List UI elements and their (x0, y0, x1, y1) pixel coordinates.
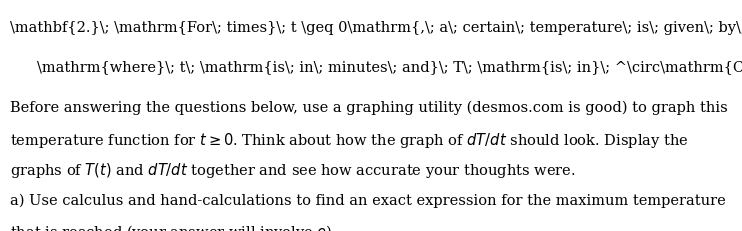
Text: Before answering the questions below, use a graphing utility (desmos.com is good: Before answering the questions below, us… (10, 100, 727, 115)
Text: a) Use calculus and hand-calculations to find an exact expression for the maximu: a) Use calculus and hand-calculations to… (10, 193, 726, 207)
Text: graphs of $T(t)$ and $dT/dt$ together and see how accurate your thoughts were.: graphs of $T(t)$ and $dT/dt$ together an… (10, 161, 576, 179)
Text: \mathbf{2.}\; \mathrm{For\; times}\; t \geq 0\mathrm{,\; a\; certain\; temperatu: \mathbf{2.}\; \mathrm{For\; times}\; t \… (10, 21, 742, 35)
Text: temperature function for $t \geq 0$. Think about how the graph of $dT/dt$ should: temperature function for $t \geq 0$. Thi… (10, 131, 689, 149)
Text: \mathrm{where}\; t\; \mathrm{is\; in\; minutes\; and}\; T\; \mathrm{is\; in}\; ^: \mathrm{where}\; t\; \mathrm{is\; in\; m… (37, 60, 742, 74)
Text: that is reached (your answer will involve $e$).: that is reached (your answer will involv… (10, 222, 337, 231)
